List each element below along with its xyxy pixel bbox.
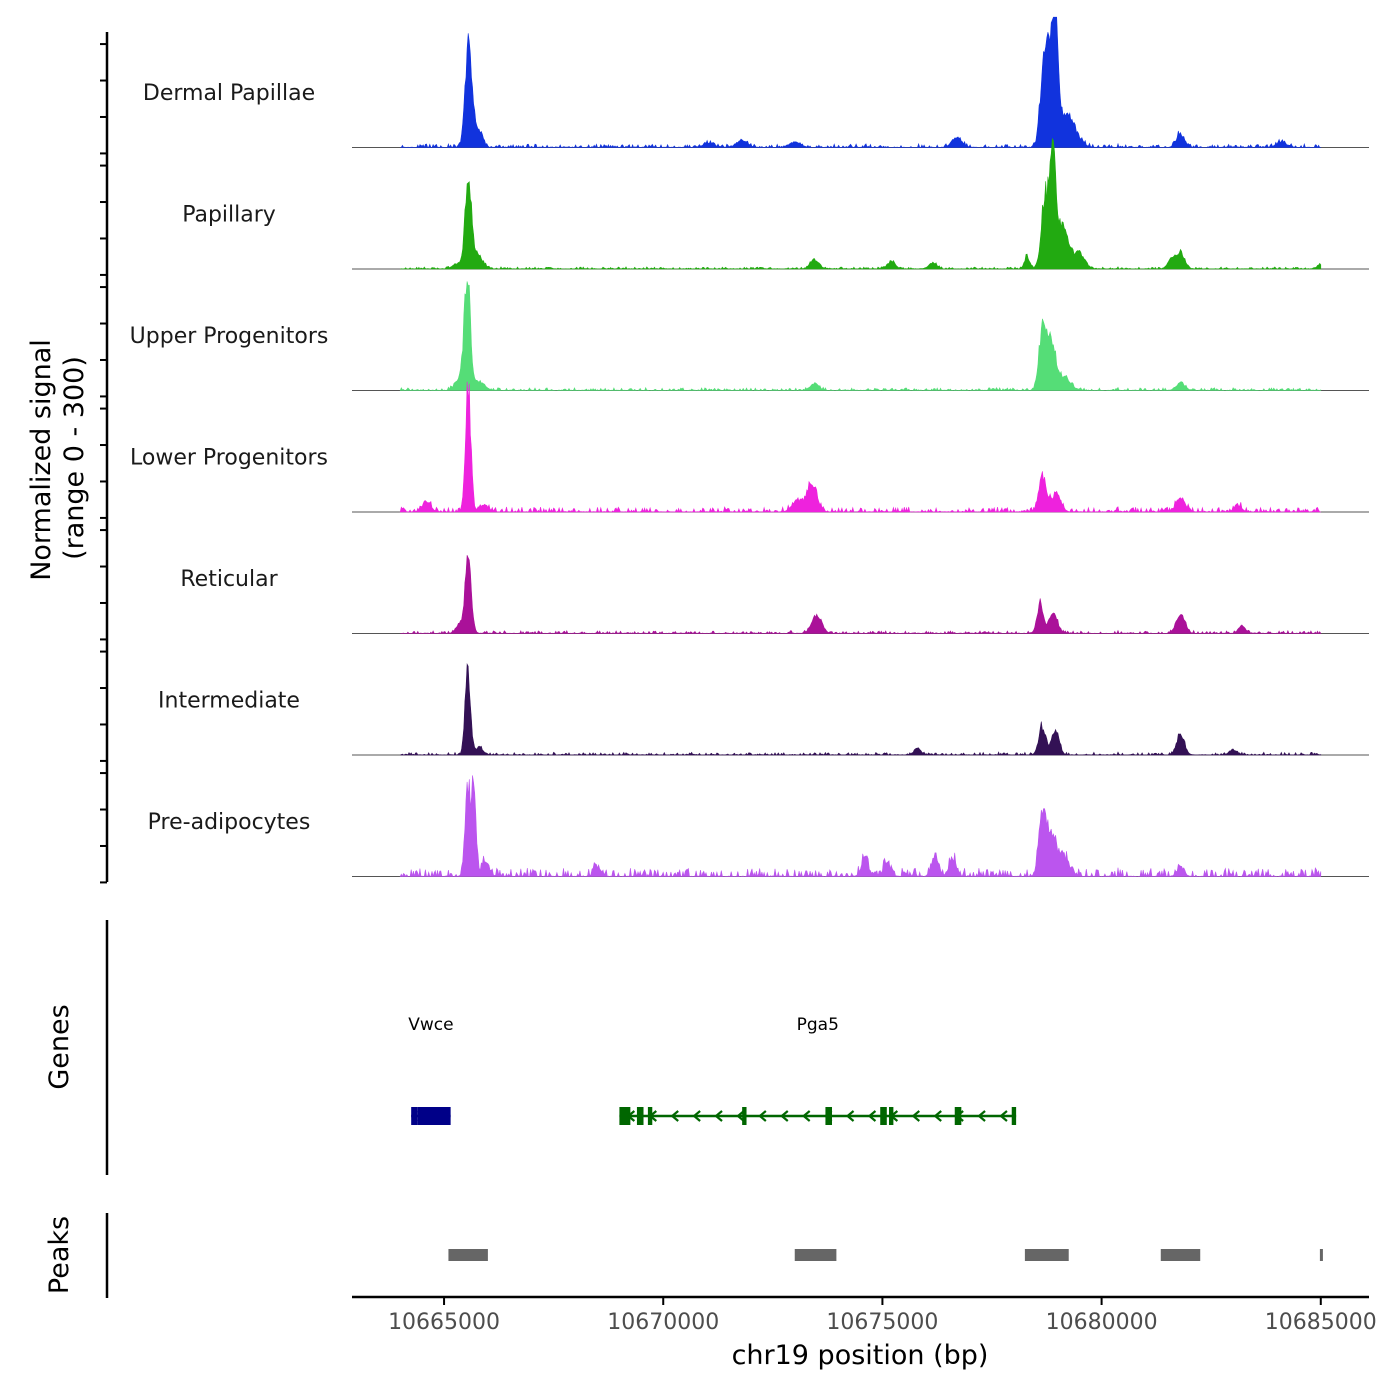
x-tick-label: 10665000	[388, 1310, 500, 1335]
track-label: Intermediate	[158, 689, 300, 714]
coverage-y-axis	[100, 32, 109, 884]
strand-arrow	[933, 1110, 942, 1122]
strand-arrow	[977, 1110, 986, 1122]
coverage-y-title: Normalized signal	[26, 339, 57, 581]
signal-area	[400, 16, 1322, 149]
track-label: Dermal Papillae	[143, 81, 315, 106]
signal-area	[399, 775, 1322, 878]
strand-arrow	[823, 1110, 833, 1122]
gene-exon	[636, 1107, 644, 1125]
genes-panel-title: Genes	[44, 1004, 75, 1089]
gene-model: Pga5	[619, 1015, 1017, 1125]
coverage-track: Pre-adipocytes	[148, 775, 1369, 878]
track-label: Papillary	[182, 203, 276, 228]
strand-arrow	[780, 1110, 789, 1122]
signal-area	[399, 281, 1322, 392]
strand-arrow	[889, 1110, 899, 1122]
gene-model: Vwce	[408, 1015, 454, 1125]
gene-exon	[411, 1107, 418, 1125]
gene-exon	[742, 1107, 747, 1125]
peak-region	[448, 1249, 488, 1261]
strand-arrow	[758, 1110, 767, 1122]
strand-arrow	[736, 1110, 745, 1122]
track-label: Upper Progenitors	[130, 324, 329, 349]
x-tick-label: 10670000	[607, 1310, 719, 1335]
track-label: Reticular	[180, 567, 278, 592]
peak-regions	[448, 1249, 1323, 1261]
strand-arrow	[626, 1110, 636, 1122]
track-label: Lower Progenitors	[130, 446, 328, 471]
gene-label: Vwce	[408, 1015, 453, 1035]
coverage-track: Papillary	[182, 137, 1369, 270]
strand-arrow	[648, 1110, 657, 1122]
coverage-track: Dermal Papillae	[143, 16, 1369, 149]
x-tick-label: 10680000	[1046, 1310, 1158, 1335]
x-axis: 10665000 10670000 10675000 10680000 10685000	[352, 1295, 1377, 1335]
gene-exon	[825, 1107, 833, 1125]
gene-exon	[1011, 1107, 1017, 1125]
peak-region	[794, 1249, 837, 1261]
strand-arrow	[417, 1110, 426, 1122]
gene-label: Pga5	[797, 1015, 839, 1035]
coverage-track: Reticular	[180, 555, 1369, 635]
signal-area	[399, 381, 1321, 514]
strand-arrow	[692, 1110, 701, 1122]
peak-region	[1160, 1249, 1201, 1261]
gene-exon	[417, 1107, 451, 1125]
track-label: Pre-adipocytes	[148, 810, 311, 835]
strand-arrow	[714, 1110, 723, 1122]
signal-area	[400, 555, 1322, 635]
peak-region	[1024, 1249, 1069, 1261]
signal-area	[400, 137, 1322, 270]
coverage-track: Intermediate	[158, 662, 1369, 756]
strand-arrow	[439, 1110, 448, 1122]
strand-arrow	[955, 1110, 964, 1122]
strand-arrow	[801, 1110, 811, 1122]
coverage-track: Upper Progenitors	[130, 281, 1369, 392]
coverage-y-subtitle: (range 0 - 300)	[59, 356, 90, 560]
coverage-tracks: Dermal Papillae Papillary Upper Progenitor…	[130, 16, 1369, 878]
x-tick-label: 10685000	[1265, 1310, 1377, 1335]
x-axis-title: chr19 position (bp)	[732, 1340, 989, 1371]
gene-exon	[880, 1107, 887, 1125]
peaks-panel-title: Peaks	[44, 1216, 75, 1294]
strand-arrow	[670, 1110, 679, 1122]
x-tick-label: 10675000	[826, 1310, 938, 1335]
signal-area	[400, 662, 1322, 756]
strand-arrow	[867, 1110, 877, 1122]
gene-exon	[619, 1107, 631, 1125]
gene-models: Vwce Pga5	[408, 1015, 1017, 1125]
peak-region	[1319, 1249, 1323, 1261]
coverage-track: Lower Progenitors	[130, 381, 1369, 514]
strand-arrow	[911, 1110, 920, 1122]
strand-arrow	[999, 1110, 1008, 1122]
strand-arrow	[845, 1110, 855, 1122]
